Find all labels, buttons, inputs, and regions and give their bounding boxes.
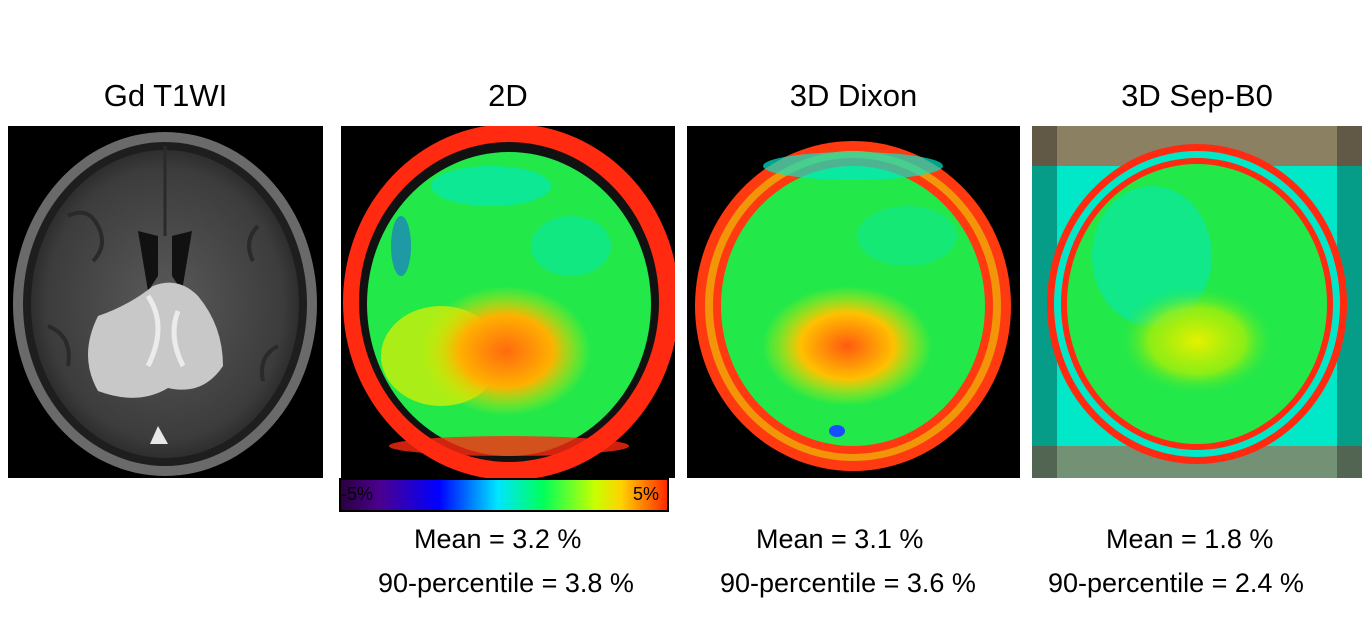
map-image-2d bbox=[341, 126, 675, 478]
panel-title-3d-sep-b0: 3D Sep-B0 bbox=[1121, 78, 1273, 113]
panel-title-3d-dixon: 3D Dixon bbox=[789, 78, 918, 113]
colorbar-min-label: -5% bbox=[341, 484, 374, 504]
mean-2d: Mean = 3.2 % bbox=[414, 524, 582, 554]
mri-image-gd-t1wi bbox=[8, 126, 323, 478]
p90-3d-dixon: 90-percentile = 3.6 % bbox=[720, 568, 976, 598]
mean-3d-dixon: Mean = 3.1 % bbox=[756, 524, 924, 554]
panel-title-gd-t1wi: Gd T1WI bbox=[103, 78, 228, 113]
p90-2d: 90-percentile = 3.8 % bbox=[378, 568, 634, 598]
map-image-3d-dixon bbox=[687, 126, 1020, 478]
p90-3d-sep-b0: 90-percentile = 2.4 % bbox=[1048, 568, 1304, 598]
mean-3d-sep-b0: Mean = 1.8 % bbox=[1106, 524, 1274, 554]
colorbar: -5% 5% bbox=[339, 478, 669, 512]
colorbar-max-label: 5% bbox=[632, 484, 659, 504]
map-image-3d-sep-b0 bbox=[1032, 126, 1362, 478]
panel-title-2d: 2D bbox=[488, 78, 528, 113]
